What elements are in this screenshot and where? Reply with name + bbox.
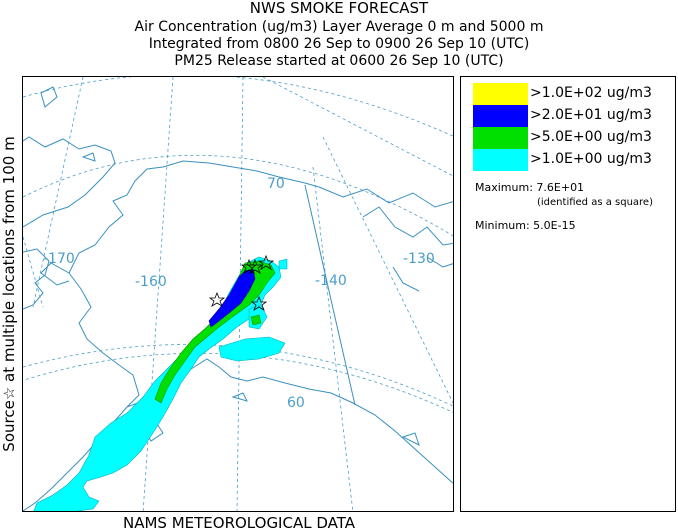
source-star <box>246 258 264 274</box>
concentration-legend: >1.0E+02 ug/m3 >2.0E+01 ug/m3 >5.0E+00 u… <box>460 76 676 512</box>
forecast-subtitle-layer: Air Concentration (ug/m3) Layer Average … <box>134 19 544 35</box>
plume-level-2-patch <box>250 314 262 326</box>
legend-label: >2.0E+01 ug/m3 <box>530 107 652 123</box>
plume-level-1-patch-c <box>278 258 288 270</box>
source-markers <box>208 254 275 311</box>
lon-label-130: -130 <box>403 251 435 267</box>
source-star <box>208 291 226 307</box>
legend-swatch <box>473 83 528 105</box>
minimum-value: Minimum: 5.0E-15 <box>475 219 576 232</box>
forecast-subtitle-period: Integrated from 0800 26 Sep to 0900 26 S… <box>148 36 530 52</box>
source-star <box>257 254 275 270</box>
lat-label-70: 70 <box>267 176 285 192</box>
legend-label: >5.0E+00 ug/m3 <box>530 129 652 145</box>
map-canvas: -170 -160 -140 -130 70 60 <box>23 77 453 511</box>
meteorological-data-label: NAMS METEOROLOGICAL DATA <box>123 514 355 532</box>
source-side-text: Source☆ at multiple locations from 100 m <box>0 136 18 452</box>
maximum-note: (identified as a square) <box>537 197 653 208</box>
plume-level-1-patch-a <box>218 336 286 362</box>
lon-label-160: -160 <box>135 274 167 290</box>
source-star <box>250 295 268 311</box>
maximum-value: Maximum: 7.6E+01 <box>475 181 585 194</box>
legend-swatch <box>473 105 528 127</box>
source-side-label: Source☆ at multiple locations from 100 m <box>0 76 18 512</box>
source-star <box>240 258 258 274</box>
smoke-map: -170 -160 -140 -130 70 60 <box>22 76 454 512</box>
legend-label: >1.0E+02 ug/m3 <box>530 85 652 101</box>
forecast-title: NWS SMOKE FORECAST <box>249 0 429 17</box>
graticule <box>23 77 453 511</box>
lon-label-170: -170 <box>43 251 75 267</box>
lat-label-60: 60 <box>287 395 305 411</box>
legend-swatch <box>473 149 528 171</box>
lon-label-140: -140 <box>315 273 347 289</box>
legend-swatch <box>473 127 528 149</box>
forecast-subtitle-release: PM25 Release started at 0600 26 Sep 10 (… <box>174 53 504 69</box>
plume-level-3 <box>208 268 256 328</box>
legend-label: >1.0E+00 ug/m3 <box>530 151 652 167</box>
smoke-plume <box>33 256 288 511</box>
